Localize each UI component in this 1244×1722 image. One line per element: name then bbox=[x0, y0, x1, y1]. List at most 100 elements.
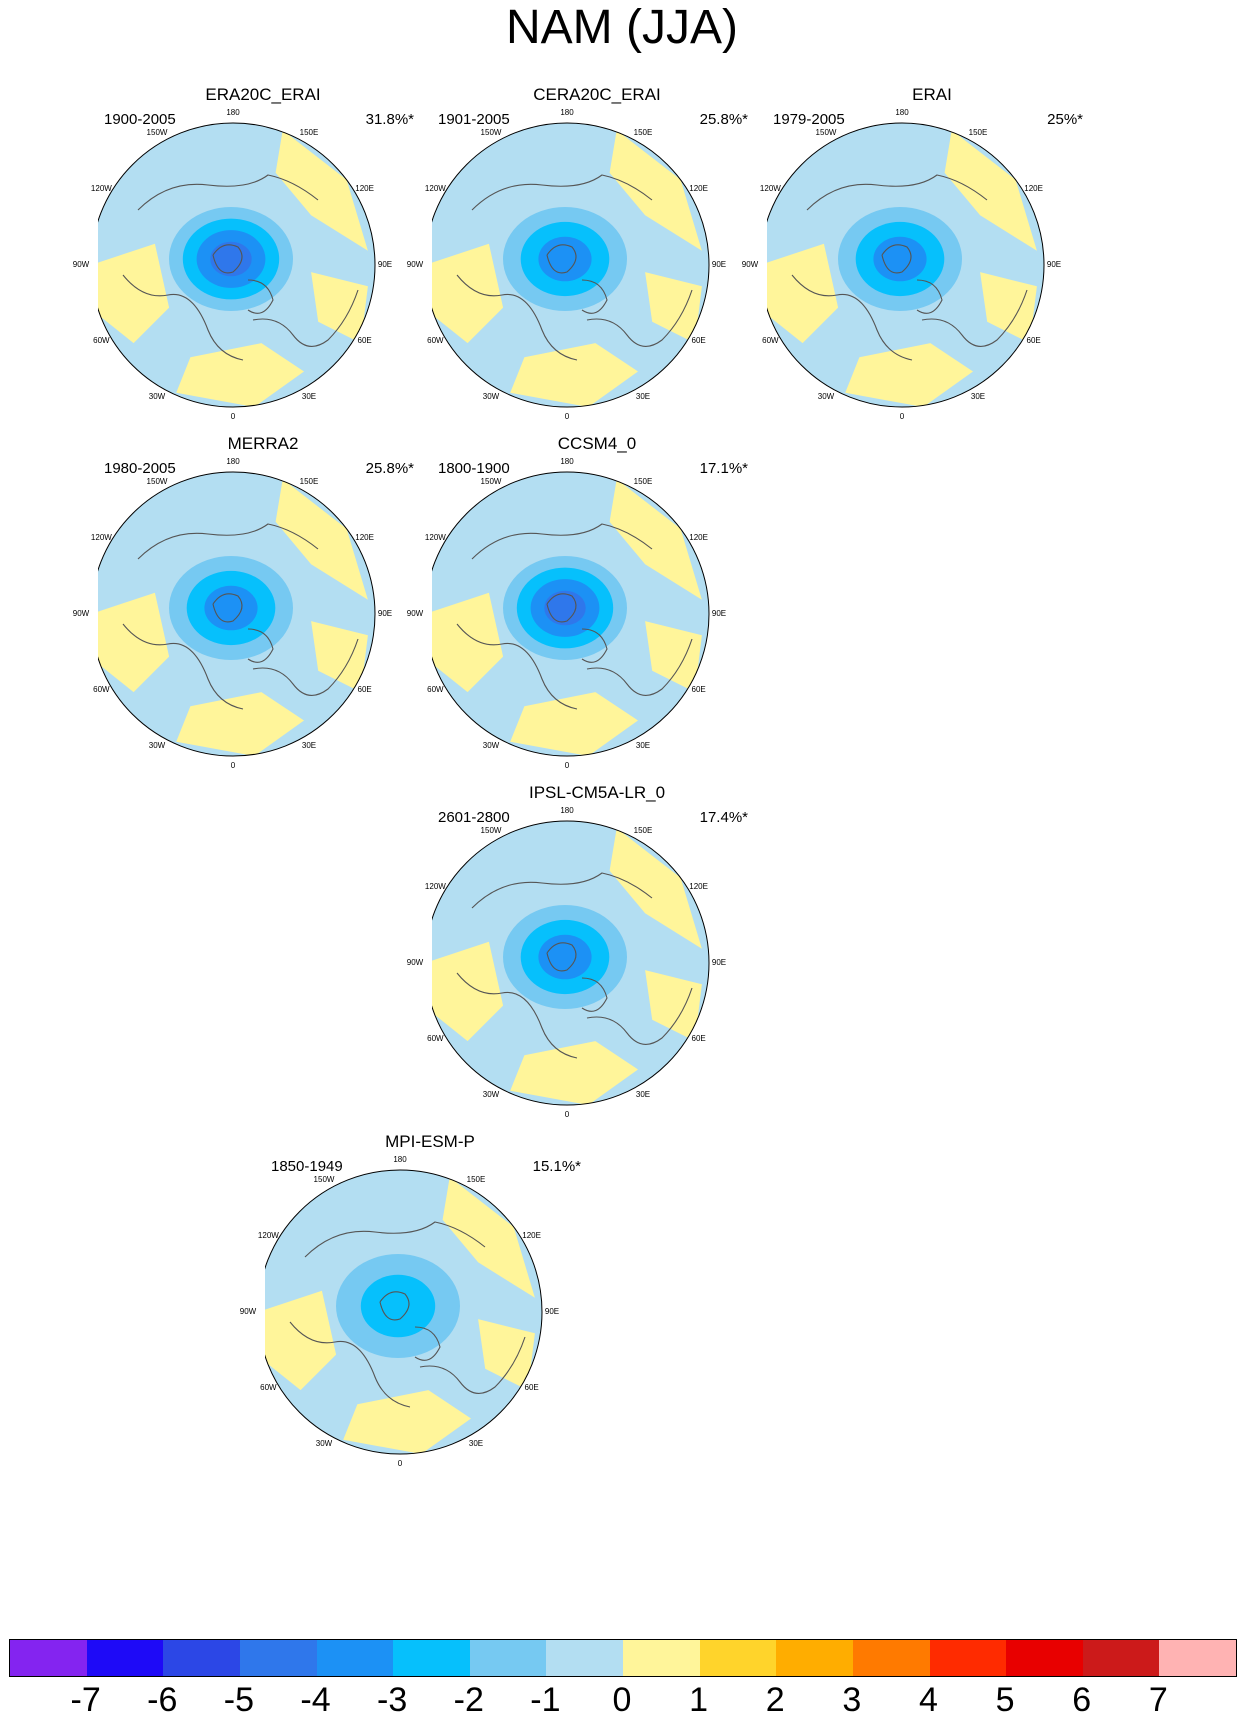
panel-title: ERA20C_ERAI bbox=[205, 85, 321, 104]
colorbar-tick-label: 6 bbox=[1072, 1681, 1092, 1719]
colorbar-tick-label: -4 bbox=[300, 1681, 331, 1719]
longitude-label: 30E bbox=[301, 740, 317, 750]
longitude-label: 90W bbox=[406, 609, 424, 618]
map-panel: ERA20C_ERAI 1900-2005 31.8%* 180 150E 120E 90E… bbox=[73, 85, 428, 445]
longitude-label: 60E bbox=[357, 336, 372, 345]
longitude-label: 30W bbox=[482, 1089, 500, 1099]
colorbar-cell bbox=[239, 1640, 317, 1676]
longitude-label: 60W bbox=[427, 336, 444, 345]
longitude-label: 30W bbox=[482, 391, 500, 401]
coastlines bbox=[122, 523, 359, 710]
colorbar-cell bbox=[10, 1640, 87, 1676]
coastlines bbox=[791, 174, 1028, 361]
positive-anomaly-region bbox=[645, 621, 702, 693]
positive-anomaly-region bbox=[176, 692, 304, 756]
negative-anomaly-core bbox=[360, 1274, 436, 1338]
positive-anomaly-region bbox=[432, 941, 504, 1042]
map-panel: CERA20C_ERAI 1901-2005 25.8%* 180 150E 120E 90… bbox=[407, 85, 762, 445]
longitude-label: 150E bbox=[466, 1175, 486, 1185]
colorbar-tick-label: 3 bbox=[842, 1681, 862, 1719]
panel-variance-percent: 25.8%* bbox=[699, 111, 748, 128]
colorbar-cell bbox=[163, 1640, 240, 1676]
colorbar-cell bbox=[929, 1640, 1007, 1676]
longitude-label: 120E bbox=[522, 1231, 541, 1240]
map-panel: MPI-ESM-P 1850-1949 15.1%* 180 150E 120E 90E 60… bbox=[240, 1132, 595, 1492]
colorbar-cell bbox=[699, 1640, 777, 1676]
panel-years: 1900-2005 bbox=[104, 111, 176, 128]
negative-anomaly-core bbox=[204, 585, 258, 631]
polar-map bbox=[265, 1169, 543, 1455]
panel-title: MERRA2 bbox=[227, 434, 299, 453]
map-border bbox=[98, 471, 376, 757]
polar-map bbox=[432, 471, 710, 757]
polar-map bbox=[98, 122, 376, 408]
map-panel: IPSL-CM5A-LR_0 2601-2800 17.4%* 180 150E 120E… bbox=[407, 783, 762, 1143]
longitude-label: 90W bbox=[72, 609, 90, 618]
negative-anomaly-core bbox=[873, 236, 927, 282]
colorbar-tick-label: 5 bbox=[995, 1681, 1015, 1719]
colorbar-cell bbox=[316, 1640, 394, 1676]
longitude-label: 90W bbox=[72, 260, 90, 269]
longitude-label: 150E bbox=[299, 128, 319, 138]
positive-anomaly-region bbox=[275, 479, 368, 600]
longitude-label: 150W bbox=[480, 477, 502, 487]
figure-title: NAM (JJA) bbox=[506, 1, 738, 54]
colorbar-cell bbox=[852, 1640, 930, 1676]
positive-anomaly-region bbox=[510, 1041, 638, 1105]
longitude-label: 150E bbox=[633, 477, 653, 487]
positive-anomaly-region bbox=[510, 343, 638, 407]
map-border bbox=[265, 1169, 543, 1455]
longitude-label: 30E bbox=[468, 1438, 484, 1448]
longitude-label: 150E bbox=[633, 826, 653, 836]
coastlines bbox=[289, 1221, 526, 1408]
positive-anomaly-region bbox=[609, 828, 702, 949]
map-panel: CCSM4_0 1800-1900 17.1%* 180 150E 120E 90E 60E 3… bbox=[407, 434, 762, 794]
longitude-label: 120E bbox=[689, 882, 708, 891]
positive-anomaly-region bbox=[510, 692, 638, 756]
positive-anomaly-region bbox=[767, 243, 839, 344]
longitude-label: 120E bbox=[355, 184, 374, 193]
longitude-label: 150W bbox=[146, 477, 168, 487]
longitude-label: 180 bbox=[895, 108, 909, 117]
coastlines bbox=[456, 174, 693, 361]
positive-anomaly-region bbox=[845, 343, 973, 407]
panel-years: 2601-2800 bbox=[438, 809, 510, 826]
negative-anomaly-core bbox=[544, 590, 586, 626]
positive-anomaly-region bbox=[98, 243, 170, 344]
longitude-label: 90W bbox=[741, 260, 759, 269]
colorbar-tick-label: 4 bbox=[919, 1681, 938, 1719]
positive-anomaly-region bbox=[265, 1290, 337, 1391]
colorbar-tick-label: -6 bbox=[147, 1681, 178, 1719]
colorbar-tick-label: 2 bbox=[765, 1681, 785, 1719]
longitude-label: 60W bbox=[427, 685, 444, 694]
longitude-label: 120W bbox=[90, 184, 112, 193]
longitude-label: 30E bbox=[970, 391, 986, 401]
longitude-label: 0 bbox=[230, 761, 236, 770]
polar-map bbox=[98, 471, 376, 757]
map-panel: MERRA2 1980-2005 25.8%* 180 150E 120E 90E 60E 30… bbox=[73, 434, 428, 794]
longitude-label: 150E bbox=[299, 477, 319, 487]
longitude-label: 0 bbox=[230, 412, 236, 421]
negative-anomaly-core bbox=[538, 934, 592, 980]
panel-years: 1901-2005 bbox=[438, 111, 510, 128]
panel-variance-percent: 25.8%* bbox=[365, 460, 414, 477]
map-border bbox=[432, 820, 710, 1106]
longitude-label: 150E bbox=[968, 128, 988, 138]
coastlines bbox=[456, 523, 693, 710]
positive-anomaly-region bbox=[478, 1319, 535, 1391]
longitude-label: 90E bbox=[377, 609, 393, 618]
longitude-label: 120W bbox=[424, 533, 446, 542]
positive-anomaly-region bbox=[645, 272, 702, 344]
longitude-label: 0 bbox=[564, 761, 570, 770]
positive-anomaly-region bbox=[609, 479, 702, 600]
panel-title: CERA20C_ERAI bbox=[533, 85, 661, 104]
longitude-label: 90W bbox=[239, 1307, 257, 1316]
longitude-label: 30E bbox=[301, 391, 317, 401]
longitude-label: 0 bbox=[397, 1459, 403, 1468]
longitude-label: 150W bbox=[313, 1175, 335, 1185]
longitude-label: 120E bbox=[355, 533, 374, 542]
longitude-label: 60E bbox=[691, 1034, 706, 1043]
panel-variance-percent: 31.8%* bbox=[365, 111, 414, 128]
longitude-label: 180 bbox=[560, 806, 574, 815]
polar-map bbox=[432, 820, 710, 1106]
